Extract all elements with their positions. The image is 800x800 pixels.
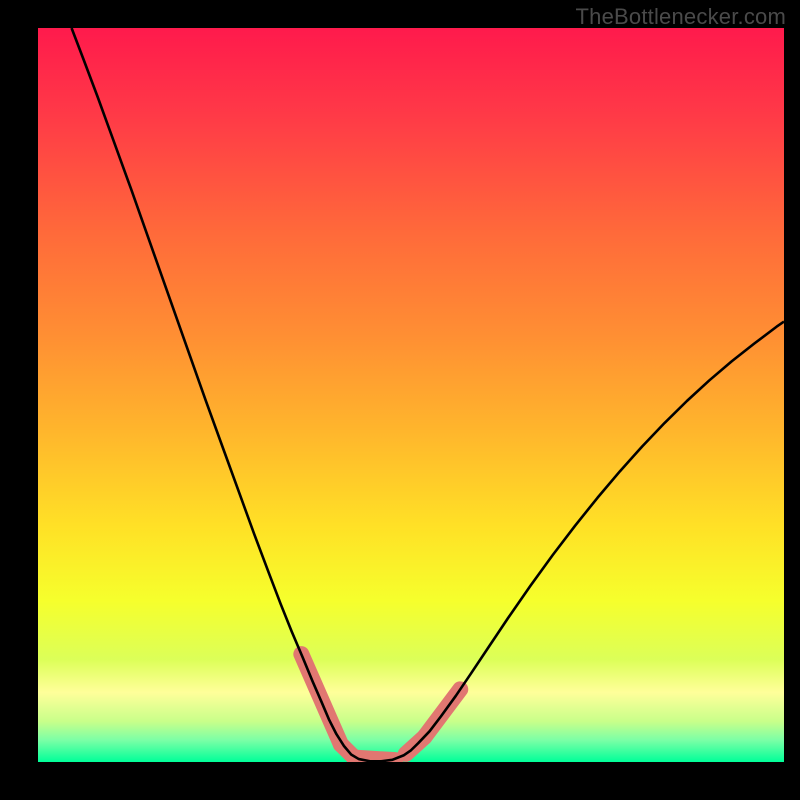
stage: TheBottlenecker.com xyxy=(0,0,800,800)
plot-background xyxy=(38,28,784,762)
watermark-text: TheBottlenecker.com xyxy=(576,4,786,30)
chart-svg xyxy=(0,0,800,800)
